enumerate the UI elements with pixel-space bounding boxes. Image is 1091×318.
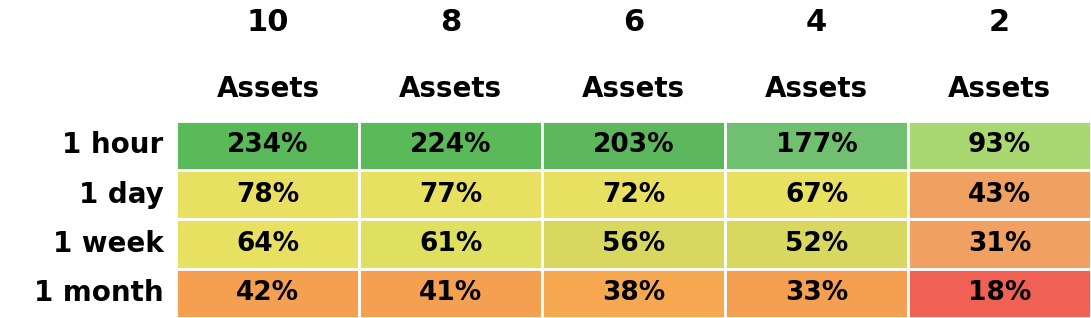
Text: 93%: 93% [968,133,1031,158]
Text: 43%: 43% [968,182,1031,208]
Bar [908,269,1091,318]
Bar [359,170,542,219]
Bar [359,121,542,170]
Bar [726,219,908,269]
Text: 52%: 52% [786,231,849,257]
Bar [908,170,1091,219]
Text: 234%: 234% [227,133,309,158]
Bar [542,121,726,170]
Text: 78%: 78% [237,182,300,208]
Text: 56%: 56% [602,231,666,257]
Text: 41%: 41% [419,280,482,306]
Text: Assets: Assets [948,75,1051,103]
Bar [177,219,359,269]
Text: Assets: Assets [216,75,320,103]
Text: 67%: 67% [786,182,849,208]
Text: 31%: 31% [968,231,1031,257]
Bar [908,121,1091,170]
Bar [359,219,542,269]
Text: 18%: 18% [968,280,1031,306]
Text: 6: 6 [623,8,645,37]
Text: 1 week: 1 week [52,230,164,258]
Text: 10: 10 [247,8,289,37]
Text: 33%: 33% [786,280,849,306]
Bar [908,219,1091,269]
Text: 203%: 203% [592,133,674,158]
Text: 177%: 177% [776,133,858,158]
Text: 38%: 38% [602,280,666,306]
Bar [542,269,726,318]
Text: 1 hour: 1 hour [62,131,164,160]
Text: 42%: 42% [237,280,300,306]
Bar [177,121,359,170]
Bar [542,219,726,269]
Text: 61%: 61% [419,231,482,257]
Text: 8: 8 [440,8,461,37]
Text: 72%: 72% [602,182,666,208]
Text: 64%: 64% [237,231,300,257]
Text: 4: 4 [806,8,827,37]
Text: 1 day: 1 day [79,181,164,209]
Text: Assets: Assets [399,75,502,103]
Bar [177,269,359,318]
Text: 77%: 77% [419,182,482,208]
Text: 1 month: 1 month [34,279,164,308]
Bar [359,269,542,318]
Text: Assets: Assets [583,75,685,103]
Text: 2: 2 [988,8,1010,37]
Text: 224%: 224% [410,133,492,158]
Bar [726,269,908,318]
Bar [542,170,726,219]
Bar [726,170,908,219]
Text: Assets: Assets [765,75,868,103]
Bar [177,170,359,219]
Bar [726,121,908,170]
